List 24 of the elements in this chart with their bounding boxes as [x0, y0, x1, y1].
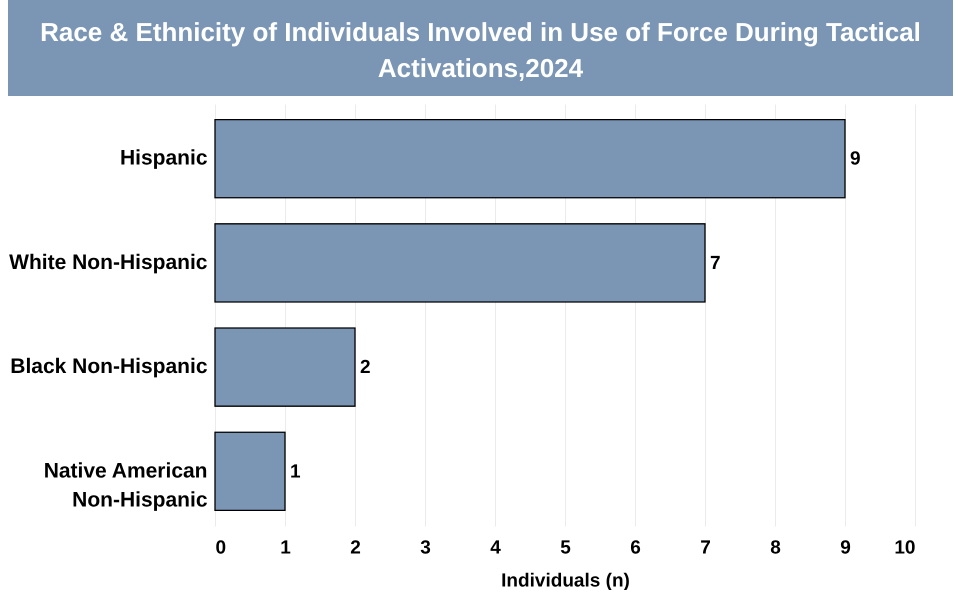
x-tick-label: 10 — [894, 538, 916, 558]
data-label: 1 — [290, 461, 301, 482]
x-tick-label: 4 — [490, 538, 502, 558]
x-tick-label: 9 — [840, 538, 851, 558]
bar — [214, 223, 706, 303]
data-label: 9 — [850, 148, 861, 170]
x-tick-label: 6 — [630, 538, 641, 558]
y-tick-label: Native American Non-Hispanic — [44, 459, 208, 512]
x-tick-label: 0 — [216, 538, 226, 558]
x-tick-label: 7 — [700, 538, 711, 558]
y-tick-label: Hispanic — [120, 146, 208, 170]
data-label: 2 — [360, 357, 371, 378]
bar — [214, 432, 286, 512]
x-tick-label: 2 — [350, 538, 361, 558]
x-tick-label: 8 — [770, 538, 781, 558]
x-tick-label: 5 — [560, 538, 572, 558]
x-tick-label: 1 — [280, 538, 292, 558]
x-tick-label: 3 — [420, 538, 431, 558]
y-tick-label: White Non-Hispanic — [9, 250, 208, 274]
bar — [214, 118, 846, 198]
data-label: 7 — [710, 252, 721, 274]
chart-title: Race & Ethnicity of Individuals Involved in Use of Force During Tactical Activations,2024 — [8, 0, 953, 96]
bar — [214, 327, 356, 407]
y-tick-label: Black Non-Hispanic — [10, 355, 208, 378]
